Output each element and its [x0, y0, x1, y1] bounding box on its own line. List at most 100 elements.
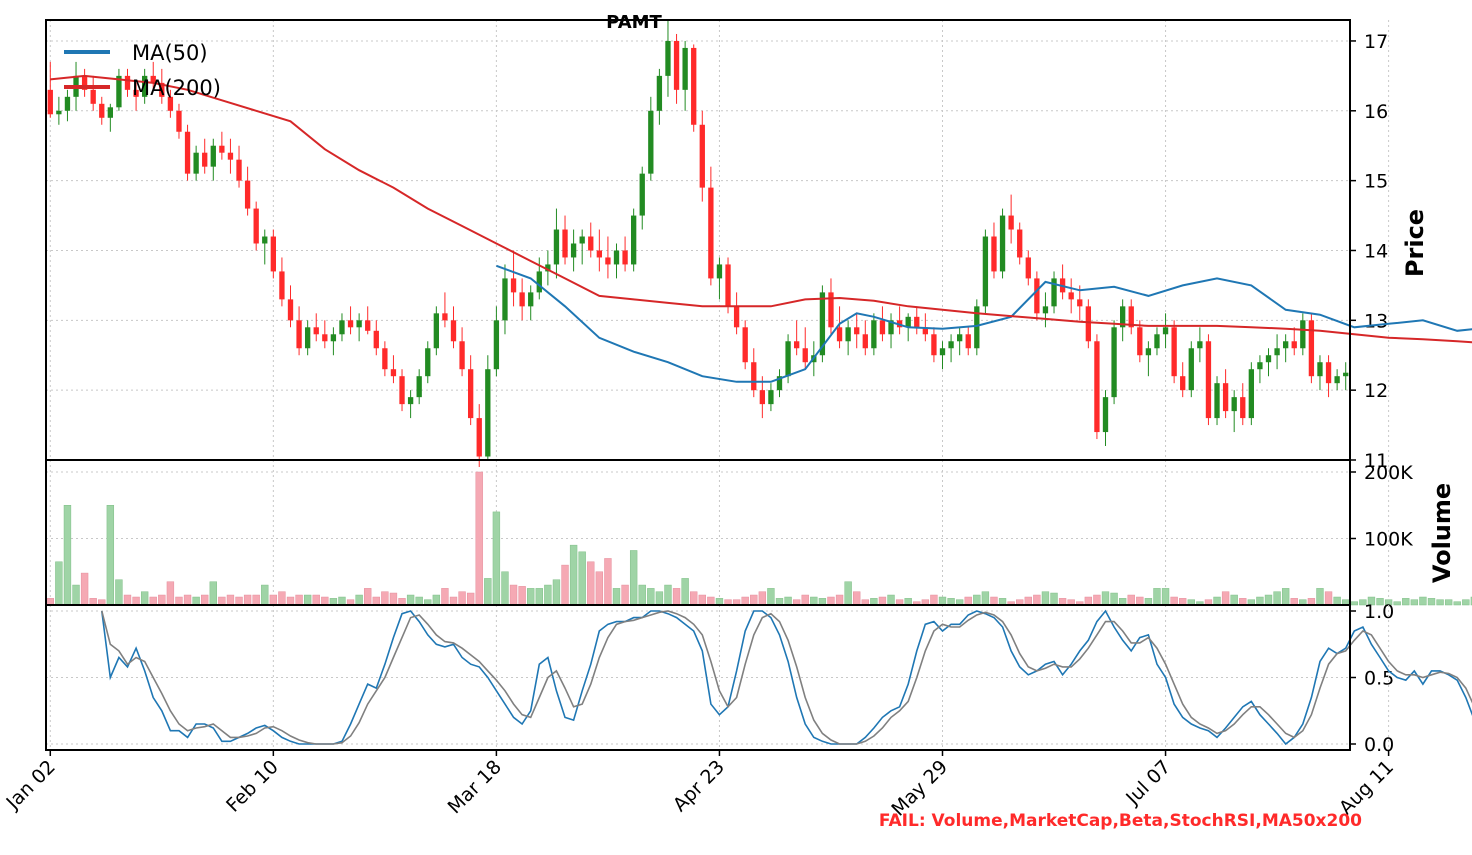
volume-bar — [844, 581, 852, 606]
volume-bar — [235, 596, 243, 606]
x-tick-label: Jan 02 — [1, 756, 59, 814]
volume-bar — [1281, 588, 1290, 606]
candle-body — [733, 306, 740, 328]
candle-body — [1025, 257, 1031, 279]
candle-body — [956, 334, 963, 342]
stochastic-panel: 0.0 0.5 1.0 — [45, 601, 1472, 756]
candle-body — [1188, 348, 1194, 391]
volume-bar — [1350, 601, 1358, 606]
volume-bar — [655, 591, 664, 606]
ma200-line — [50, 74, 1472, 344]
volume-bar — [629, 550, 638, 606]
volume-bar — [964, 596, 972, 606]
candle-body — [1085, 306, 1092, 342]
candle-body — [536, 271, 542, 293]
candle-body — [253, 208, 259, 244]
volume-bar — [140, 591, 149, 606]
volume-bar — [853, 591, 861, 606]
volume-bar — [209, 581, 217, 606]
candle-body — [159, 82, 165, 97]
candle-body — [184, 131, 191, 174]
candle-body — [407, 397, 414, 405]
candle-body — [1240, 397, 1246, 419]
volume-bar — [1110, 592, 1118, 606]
x-tick-label: Apr 23 — [669, 756, 729, 816]
volume-bar — [672, 588, 681, 606]
volume-bar — [278, 591, 286, 606]
candle-body — [124, 75, 131, 90]
stoch-frame — [45, 604, 1351, 751]
candle-body — [836, 327, 843, 342]
candle-body — [982, 236, 989, 307]
volume-bar — [835, 594, 844, 606]
candle-body — [244, 180, 251, 209]
candle-body — [236, 159, 242, 181]
candle-body — [1042, 306, 1049, 314]
candle-body — [965, 334, 971, 349]
volume-bar — [372, 596, 380, 606]
volume-bar — [458, 591, 466, 606]
candle-body — [1008, 215, 1014, 230]
volume-bar — [106, 505, 115, 606]
x-tick-label: Aug 11 — [1335, 756, 1398, 819]
stoch-tick-label: 1.0 — [1364, 601, 1394, 623]
volume-bar — [501, 571, 509, 606]
volume-bar — [295, 594, 303, 606]
candle-body — [1017, 229, 1023, 258]
candle-body — [304, 327, 311, 349]
volume-bar — [132, 596, 140, 606]
candle-body — [999, 215, 1006, 272]
price-axis-label: Price — [1401, 209, 1429, 277]
candle-body — [1068, 292, 1074, 300]
candle-body — [382, 348, 388, 370]
candle-body — [751, 362, 757, 391]
volume-bar — [1470, 596, 1472, 606]
volume-bar — [595, 571, 604, 606]
candle-body — [759, 390, 766, 405]
volume-bar — [698, 594, 706, 606]
candle-body — [467, 369, 474, 419]
candle-body — [931, 334, 937, 356]
volume-bar — [243, 594, 252, 606]
volume-bar — [80, 572, 89, 606]
volume-bar — [664, 584, 672, 606]
legend-ma50-label: MA(50) — [132, 41, 208, 65]
candle-body — [47, 89, 53, 115]
ma50-line — [496, 264, 1472, 383]
volume-bar — [1393, 601, 1401, 606]
candle-body — [948, 341, 954, 349]
volume-bar — [930, 594, 938, 606]
candle-body — [347, 320, 354, 328]
volume-bar — [1324, 591, 1333, 606]
candle-body — [673, 40, 680, 90]
volume-bar — [441, 588, 449, 606]
volume-bar — [158, 594, 166, 606]
legend: MA(50) MA(200) — [64, 41, 221, 100]
candle-body — [776, 376, 783, 391]
volume-bar — [303, 594, 312, 606]
volume-bar — [1127, 594, 1135, 606]
candle-body — [828, 292, 834, 328]
candle-body — [133, 89, 139, 97]
candle-body — [64, 96, 71, 111]
candle-body — [1119, 306, 1126, 328]
candle-body — [648, 110, 654, 174]
volume-bar — [484, 578, 492, 606]
candle-body — [425, 348, 431, 377]
candle-body — [107, 107, 114, 118]
candle-body — [279, 271, 285, 300]
candle-body — [1222, 383, 1229, 412]
candle-body — [287, 299, 294, 321]
volume-bar — [1136, 596, 1144, 606]
candle-body — [1111, 327, 1117, 398]
candle-body — [1102, 397, 1109, 433]
volume-bar — [535, 588, 543, 606]
stoch-tick-label: 0.5 — [1364, 668, 1394, 690]
volume-bar — [183, 594, 192, 606]
volume-bar — [149, 596, 157, 606]
candle-body — [219, 145, 225, 153]
volume-bar — [827, 596, 835, 606]
candle-body — [442, 313, 448, 321]
candle-body — [1343, 372, 1349, 377]
volume-bar — [810, 596, 818, 606]
